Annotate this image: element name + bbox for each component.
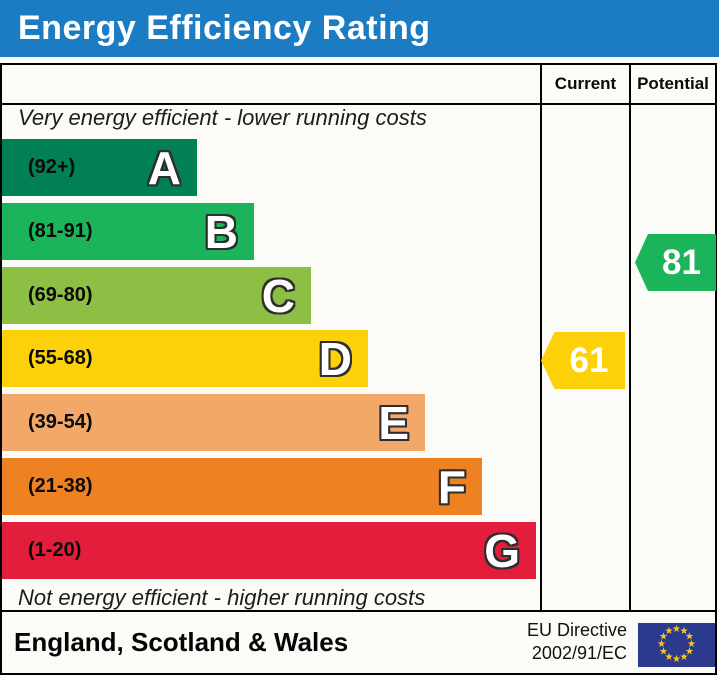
band-g-letter: G <box>484 524 520 577</box>
band-b-letter: B <box>204 205 238 258</box>
band-d-letter: D <box>318 332 352 385</box>
band-e: (39-54) E <box>2 394 425 451</box>
eu-flag-icon: ★ ★ ★ ★ ★ ★ ★ ★ ★ ★ ★ ★ <box>638 623 715 667</box>
potential-rating-arrow: 81 <box>635 234 716 291</box>
current-rating-value: 61 <box>569 340 609 380</box>
current-column-header: Current <box>554 74 617 93</box>
band-g: (1-20) G <box>2 522 536 579</box>
page-title: Energy Efficiency Rating <box>18 9 431 47</box>
band-e-letter: E <box>378 396 409 449</box>
band-f-range-label: (21-38) <box>28 475 93 497</box>
band-b-range-label: (81-91) <box>28 220 93 242</box>
eu-directive-label: EU Directive 2002/91/EC <box>527 619 627 665</box>
potential-rating-value: 81 <box>662 242 701 282</box>
current-column-divider <box>540 65 542 610</box>
band-b: (81-91) B <box>2 203 254 260</box>
band-f: (21-38) F <box>2 458 482 515</box>
header-row-divider <box>2 103 715 105</box>
band-c-letter: C <box>261 269 295 322</box>
band-a-letter: A <box>147 141 181 194</box>
band-a: (92+) A <box>2 139 197 196</box>
bottom-note: Not energy efficient - higher running co… <box>18 585 426 610</box>
rating-table: Current Potential Very energy efficient … <box>0 63 717 612</box>
band-e-range-label: (39-54) <box>28 411 93 433</box>
top-note: Very energy efficient - lower running co… <box>18 105 427 130</box>
band-c: (69-80) C <box>2 267 311 324</box>
band-d: (55-68) D <box>2 330 368 387</box>
eu-directive-line2: 2002/91/EC <box>531 643 627 663</box>
band-a-range-label: (92+) <box>28 156 76 178</box>
band-f-letter: F <box>437 460 466 513</box>
eu-directive-line1: EU Directive <box>526 620 627 640</box>
current-rating-arrow: 61 <box>541 332 625 389</box>
potential-column-divider <box>629 65 631 610</box>
region-label: England, Scotland & Wales <box>14 627 349 657</box>
potential-column-header: Potential <box>637 74 709 93</box>
title-banner: Energy Efficiency Rating <box>0 0 719 57</box>
band-d-range-label: (55-68) <box>28 347 93 369</box>
footer-bar: England, Scotland & Wales EU Directive 2… <box>0 610 717 675</box>
band-c-range-label: (69-80) <box>28 284 93 306</box>
band-g-range-label: (1-20) <box>28 539 82 561</box>
